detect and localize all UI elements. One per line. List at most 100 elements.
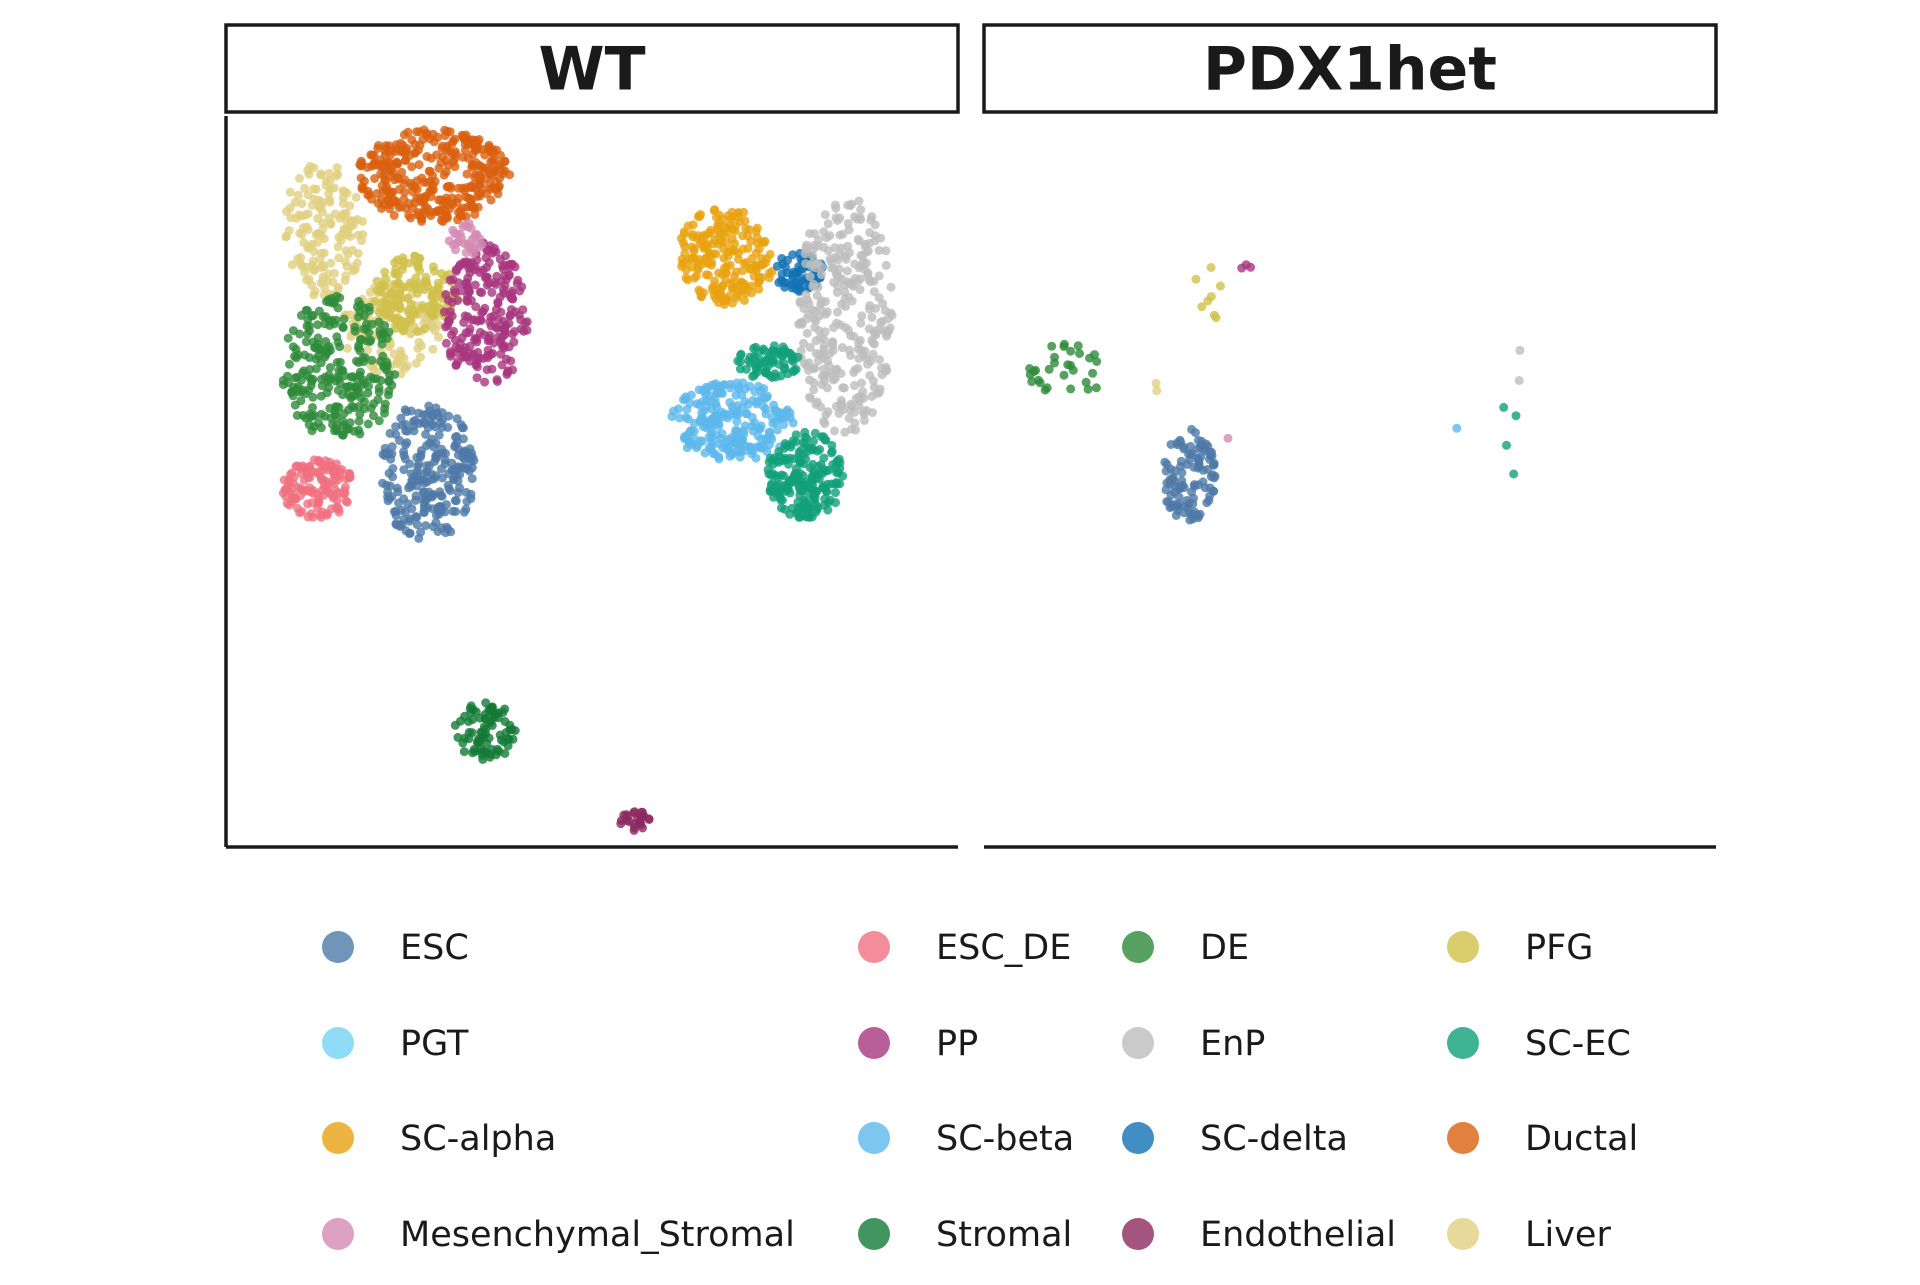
- cluster-Mesenchymal_Stromal: [444, 218, 487, 259]
- data-point: [809, 385, 819, 395]
- data-point: [800, 249, 810, 259]
- data-point: [401, 320, 411, 330]
- data-point: [831, 498, 840, 508]
- data-point: [813, 258, 823, 268]
- legend-label: SC-EC: [1525, 1024, 1631, 1064]
- data-point: [338, 430, 348, 440]
- data-point: [321, 181, 331, 191]
- data-point: [1050, 352, 1059, 362]
- data-point: [863, 359, 873, 369]
- data-point: [462, 282, 472, 292]
- data-point: [830, 243, 840, 253]
- data-point: [403, 426, 413, 436]
- data-point: [293, 190, 303, 200]
- data-point: [820, 419, 830, 429]
- data-point: [307, 376, 317, 386]
- cluster-SC-EC: [1499, 402, 1521, 479]
- data-point: [735, 364, 745, 374]
- data-point: [393, 487, 403, 497]
- data-point: [332, 163, 342, 173]
- data-point: [355, 335, 365, 345]
- data-point: [1044, 364, 1054, 374]
- data-point: [792, 476, 802, 486]
- data-point: [287, 260, 297, 270]
- data-point: [283, 333, 293, 343]
- data-point: [723, 413, 733, 423]
- data-point: [493, 713, 503, 723]
- data-point: [675, 413, 684, 423]
- legend-label: SC-beta: [936, 1119, 1074, 1159]
- data-point: [396, 413, 406, 423]
- data-point: [701, 270, 711, 280]
- data-point: [803, 446, 813, 456]
- data-point: [747, 288, 757, 298]
- data-point: [401, 155, 411, 165]
- data-point: [303, 512, 313, 522]
- data-point: [761, 435, 771, 445]
- data-point: [805, 375, 814, 385]
- data-point: [355, 160, 365, 170]
- data-point: [1452, 423, 1462, 433]
- data-point: [804, 482, 814, 492]
- data-point: [454, 463, 464, 472]
- data-point: [885, 323, 895, 333]
- data-point: [367, 194, 377, 204]
- data-point: [300, 183, 310, 193]
- data-point: [838, 383, 848, 393]
- data-point: [433, 527, 443, 536]
- data-point: [497, 360, 507, 370]
- data-point: [716, 287, 726, 297]
- data-point: [722, 223, 732, 233]
- data-point: [313, 320, 323, 330]
- data-point: [385, 150, 395, 160]
- data-point: [788, 436, 798, 446]
- data-point: [470, 232, 480, 242]
- data-point: [810, 428, 820, 438]
- data-point: [356, 173, 366, 183]
- facet-title: WT: [538, 35, 645, 105]
- data-point: [689, 253, 699, 262]
- data-point: [387, 442, 397, 452]
- data-point: [811, 487, 821, 497]
- data-point: [434, 430, 444, 440]
- data-point: [428, 344, 438, 354]
- data-point: [860, 346, 870, 356]
- data-point: [1173, 440, 1183, 450]
- data-point: [707, 437, 717, 447]
- cluster-Endothelial: [616, 807, 654, 835]
- data-point: [351, 192, 361, 202]
- data-point: [380, 399, 390, 409]
- data-point: [333, 170, 343, 179]
- data-point: [326, 294, 336, 303]
- legend-label: DE: [1200, 928, 1249, 968]
- data-point: [281, 483, 291, 493]
- data-point: [441, 290, 451, 300]
- data-point: [329, 319, 339, 329]
- data-point: [434, 195, 444, 205]
- data-point: [338, 193, 348, 203]
- data-point: [741, 224, 751, 233]
- data-point: [324, 168, 334, 178]
- data-point: [333, 385, 343, 395]
- data-point: [344, 469, 354, 478]
- data-point: [328, 493, 338, 503]
- data-point: [802, 433, 812, 443]
- data-point: [419, 468, 429, 478]
- data-point: [1509, 469, 1519, 479]
- data-point: [488, 183, 498, 192]
- data-point: [866, 215, 876, 225]
- data-point: [876, 233, 886, 243]
- data-point: [853, 276, 863, 286]
- data-point: [692, 399, 702, 409]
- data-point: [330, 410, 340, 420]
- data-point: [419, 507, 429, 517]
- data-point: [391, 506, 401, 516]
- data-point: [325, 195, 334, 205]
- data-point: [772, 425, 782, 435]
- data-point: [313, 467, 323, 477]
- data-point: [504, 319, 514, 328]
- data-point: [753, 431, 763, 441]
- data-point: [397, 520, 407, 529]
- data-point: [357, 236, 366, 246]
